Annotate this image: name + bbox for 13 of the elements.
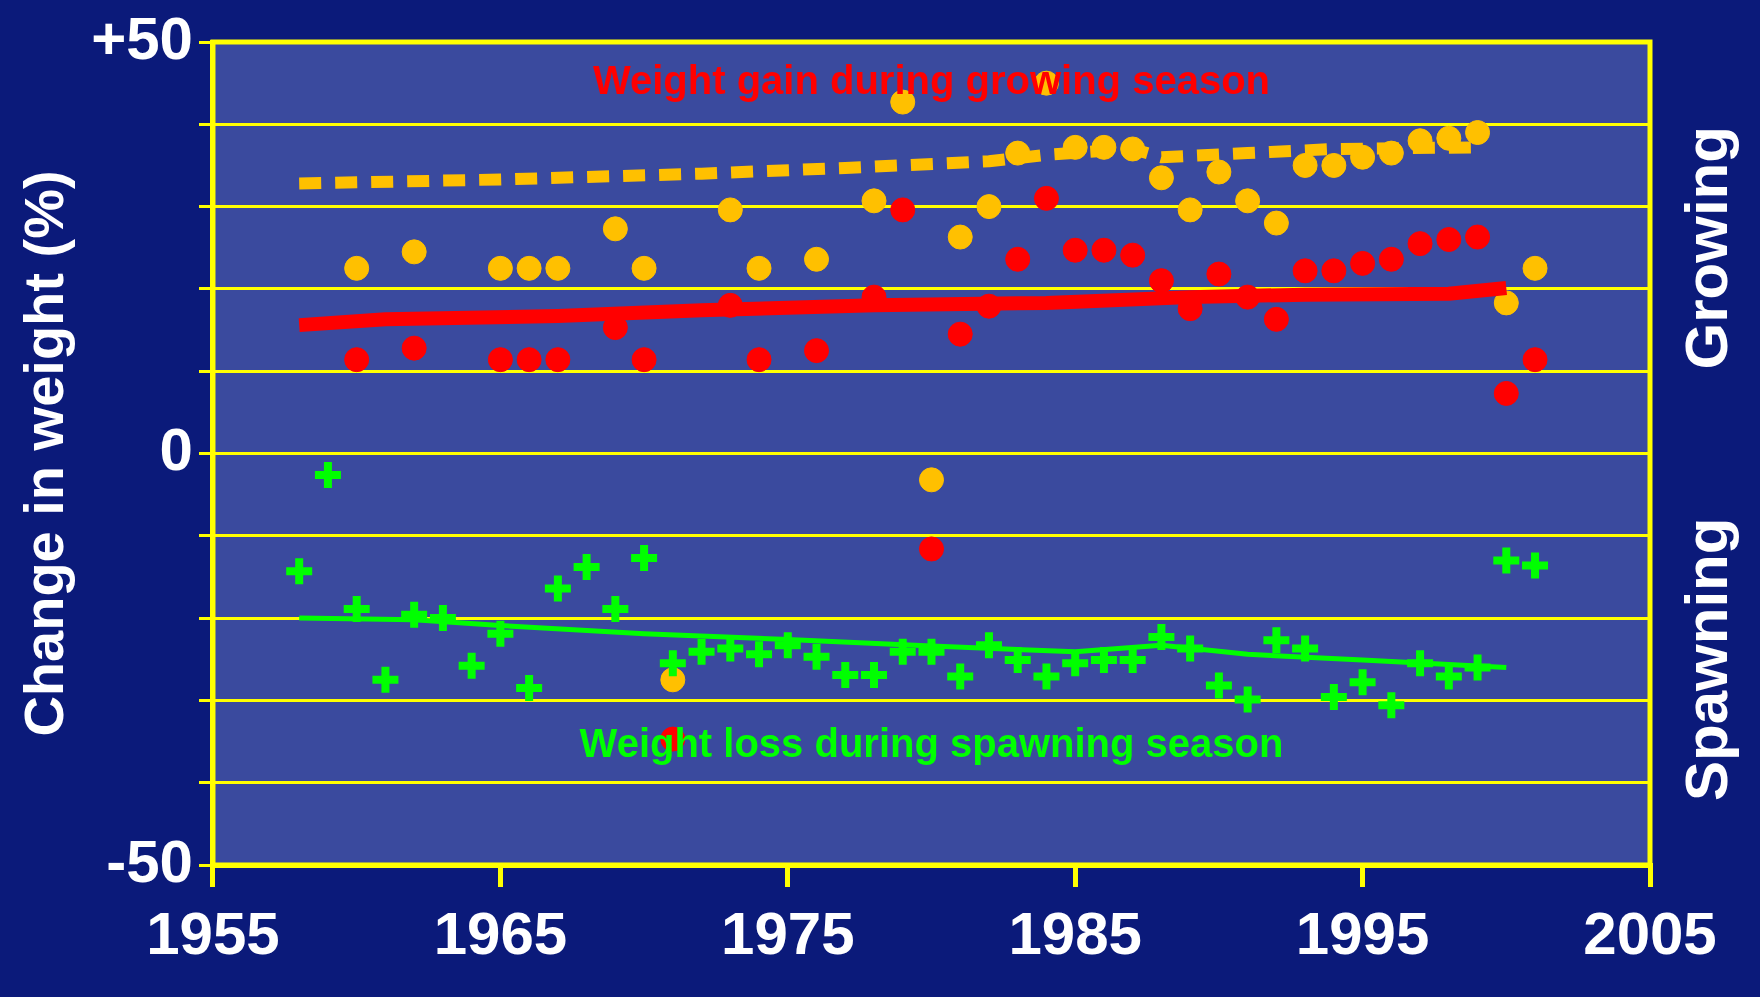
x-tick-label: 1965	[433, 899, 568, 967]
text: Growing	[1672, 126, 1740, 370]
x-tick-label: 2005	[1583, 899, 1717, 967]
x-tick-label: 1985	[1008, 899, 1142, 967]
y-axis-title: Change in weight (%)	[12, 170, 76, 737]
y-tick-label: 0	[159, 416, 193, 484]
x-tick-label: 1975	[721, 899, 855, 967]
x-tick-label: 1995	[1295, 899, 1430, 967]
text: Spawning	[1672, 517, 1740, 801]
x-tick-label: 1955	[146, 899, 280, 967]
y-tick-label: +50	[91, 4, 193, 72]
y-tick-label: -50	[106, 827, 193, 895]
annotation: Weight loss during spawning season	[579, 720, 1284, 765]
